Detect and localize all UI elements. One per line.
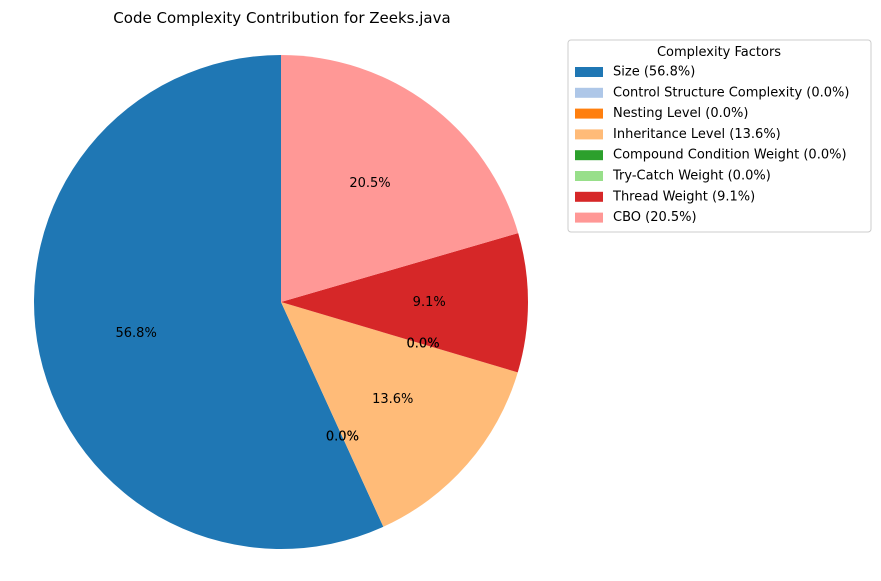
pct-label-cbo: 20.5% <box>349 176 390 191</box>
pct-label-control-structure-complexity: 0.0% <box>326 429 359 444</box>
legend-items: Size (56.8%) Control Structure Complexity… <box>575 65 849 225</box>
legend-label-size: Size (56.8%) <box>613 65 695 80</box>
legend-frame <box>567 39 872 233</box>
pie-slice-inheritance-level <box>281 302 518 527</box>
legend-swatch-size <box>575 67 603 77</box>
legend-label-inheritance-level: Inheritance Level (13.6%) <box>613 127 781 142</box>
pie-slice-thread-weight <box>281 233 528 373</box>
pct-label-compound-condition-weight: 0.0% <box>407 337 440 352</box>
pie-slice-size <box>34 55 384 549</box>
pct-label-inheritance-level: 13.6% <box>372 392 413 407</box>
legend-swatch-nesting-level <box>575 108 603 119</box>
legend-label-nesting-level: Nesting Level (0.0%) <box>613 106 748 121</box>
legend-swatch-try-catch-weight <box>575 171 603 181</box>
legend: Complexity Factors Size (56.8%) Control S… <box>567 39 872 233</box>
pct-label-try-catch-weight: 0.0% <box>407 337 440 352</box>
legend-swatch-thread-weight <box>575 191 603 202</box>
legend-swatch-inheritance-level <box>575 129 603 140</box>
pie-percentage-labels: 56.8%0.0%0.0%13.6%0.0%0.0%9.1%20.5% <box>116 176 446 444</box>
legend-swatch-cbo <box>575 212 603 223</box>
pct-label-nesting-level: 0.0% <box>326 429 359 444</box>
chart-title: Code Complexity Contribution for Zeeks.j… <box>113 9 450 27</box>
legend-label-compound-condition-weight: Compound Condition Weight (0.0%) <box>613 148 847 163</box>
legend-swatch-control-structure-complexity <box>575 87 603 98</box>
legend-label-control-structure-complexity: Control Structure Complexity (0.0%) <box>613 85 849 100</box>
pct-label-size: 56.8% <box>116 326 157 341</box>
legend-swatch-compound-condition-weight <box>575 150 603 161</box>
pie-slice-cbo <box>281 55 519 302</box>
legend-title: Complexity Factors <box>657 45 781 60</box>
pie-slices <box>34 55 528 549</box>
legend-label-cbo: CBO (20.5%) <box>613 210 697 225</box>
pct-label-thread-weight: 9.1% <box>413 295 446 310</box>
legend-label-thread-weight: Thread Weight (9.1%) <box>612 189 755 204</box>
legend-label-try-catch-weight: Try-Catch Weight (0.0%) <box>612 169 771 184</box>
